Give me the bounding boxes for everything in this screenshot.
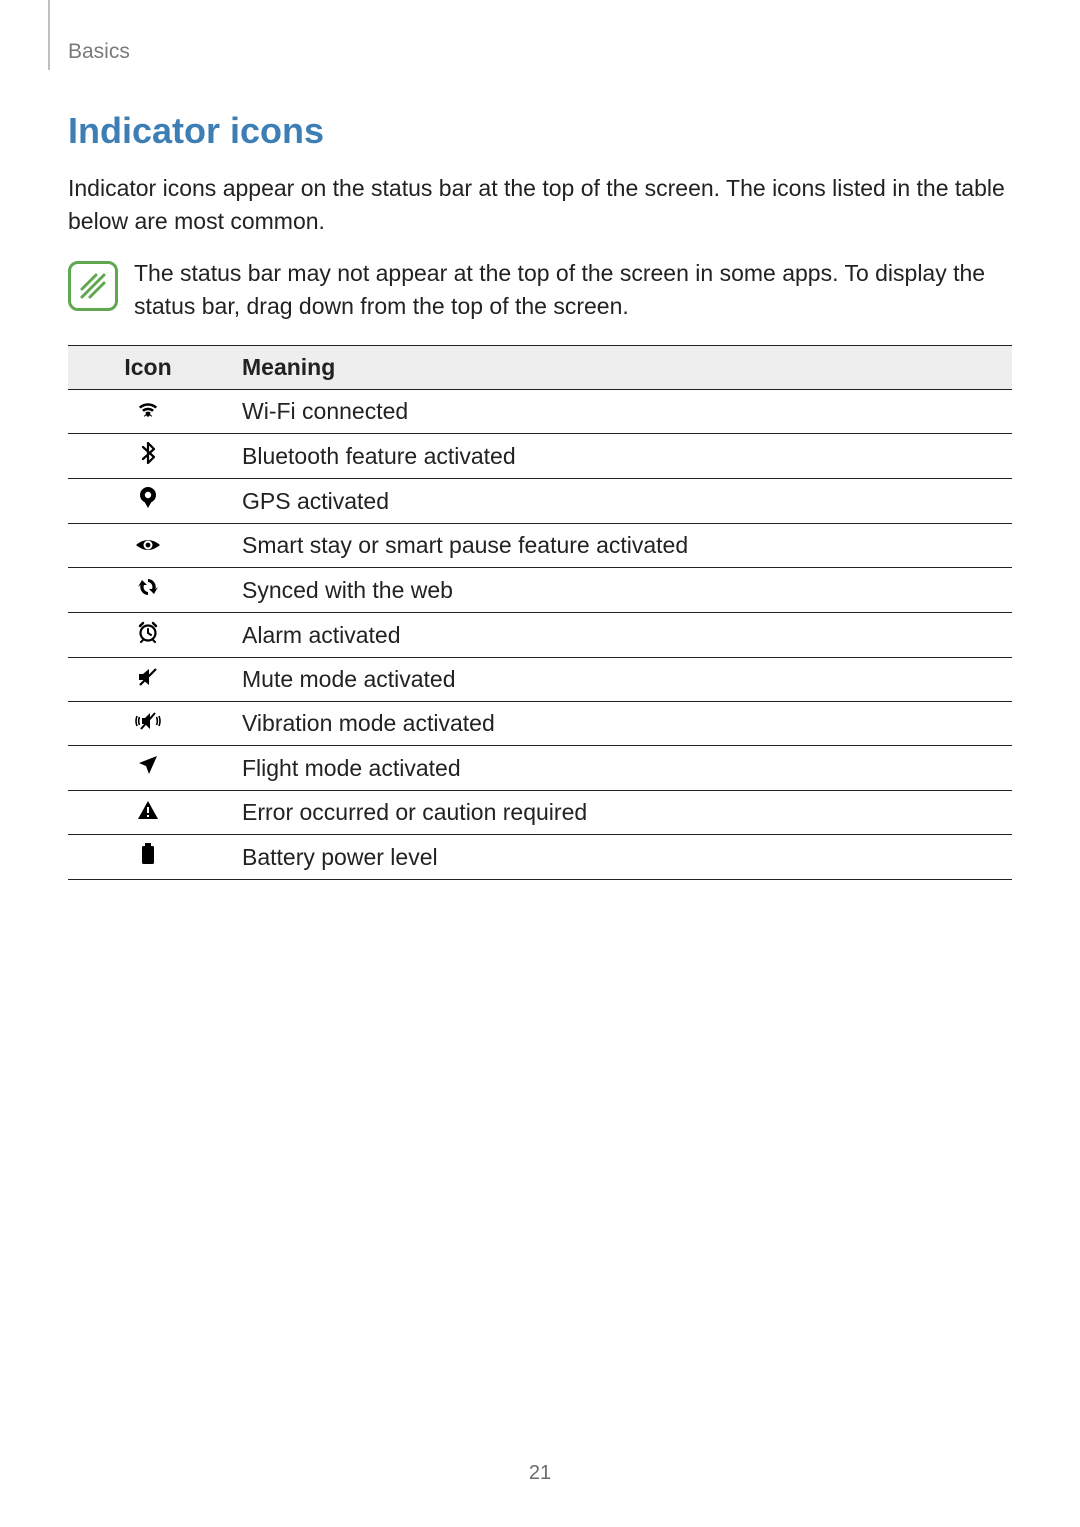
icon-cell — [68, 746, 228, 791]
meaning-cell: Synced with the web — [228, 568, 1012, 613]
meaning-cell: Flight mode activated — [228, 746, 1012, 791]
meaning-cell: Bluetooth feature activated — [228, 434, 1012, 479]
airplane-icon — [137, 754, 159, 776]
note-block: The status bar may not appear at the top… — [68, 257, 1012, 324]
gps-icon — [139, 487, 157, 509]
table-row: Bluetooth feature activated — [68, 434, 1012, 479]
meaning-cell: Smart stay or smart pause feature activa… — [228, 524, 1012, 568]
meaning-cell: Vibration mode activated — [228, 702, 1012, 746]
section-title: Indicator icons — [68, 110, 1012, 152]
sync-icon — [137, 576, 159, 598]
table-row: Error occurred or caution required — [68, 791, 1012, 835]
table-row: Smart stay or smart pause feature activa… — [68, 524, 1012, 568]
wifi-icon — [137, 399, 159, 419]
meaning-cell: Battery power level — [228, 835, 1012, 880]
column-header-icon: Icon — [68, 346, 228, 390]
table-row: GPS activated — [68, 479, 1012, 524]
table-row: Flight mode activated — [68, 746, 1012, 791]
vibrate-icon — [134, 711, 162, 731]
table-row: Alarm activated — [68, 613, 1012, 658]
meaning-cell: Mute mode activated — [228, 658, 1012, 702]
main-content: Indicator icons Indicator icons appear o… — [68, 110, 1012, 880]
icon-cell — [68, 568, 228, 613]
page-number: 21 — [0, 1462, 1080, 1485]
icon-cell — [68, 791, 228, 835]
table-row: Synced with the web — [68, 568, 1012, 613]
meaning-cell: Wi-Fi connected — [228, 390, 1012, 434]
mute-icon — [137, 667, 159, 687]
meaning-cell: Alarm activated — [228, 613, 1012, 658]
icon-cell — [68, 479, 228, 524]
table-row: Battery power level — [68, 835, 1012, 880]
breadcrumb: Basics — [68, 40, 130, 64]
alarm-icon — [137, 621, 159, 643]
icon-cell — [68, 524, 228, 568]
note-icon — [68, 261, 118, 311]
meaning-cell: Error occurred or caution required — [228, 791, 1012, 835]
table-row: Mute mode activated — [68, 658, 1012, 702]
bluetooth-icon — [140, 442, 156, 464]
note-text: The status bar may not appear at the top… — [134, 257, 1012, 324]
warning-icon — [137, 800, 159, 820]
table-row: Vibration mode activated — [68, 702, 1012, 746]
section-intro: Indicator icons appear on the status bar… — [68, 172, 1012, 239]
page-edge-marker — [48, 0, 50, 70]
icon-cell — [68, 613, 228, 658]
table-header-row: Icon Meaning — [68, 346, 1012, 390]
table-row: Wi-Fi connected — [68, 390, 1012, 434]
icon-cell — [68, 434, 228, 479]
meaning-cell: GPS activated — [228, 479, 1012, 524]
battery-icon — [141, 843, 155, 865]
column-header-meaning: Meaning — [228, 346, 1012, 390]
eye-icon — [135, 537, 161, 553]
icon-cell — [68, 702, 228, 746]
icon-cell — [68, 835, 228, 880]
icon-cell — [68, 658, 228, 702]
icon-cell — [68, 390, 228, 434]
indicator-icons-table: Icon Meaning Wi-Fi connected — [68, 345, 1012, 880]
